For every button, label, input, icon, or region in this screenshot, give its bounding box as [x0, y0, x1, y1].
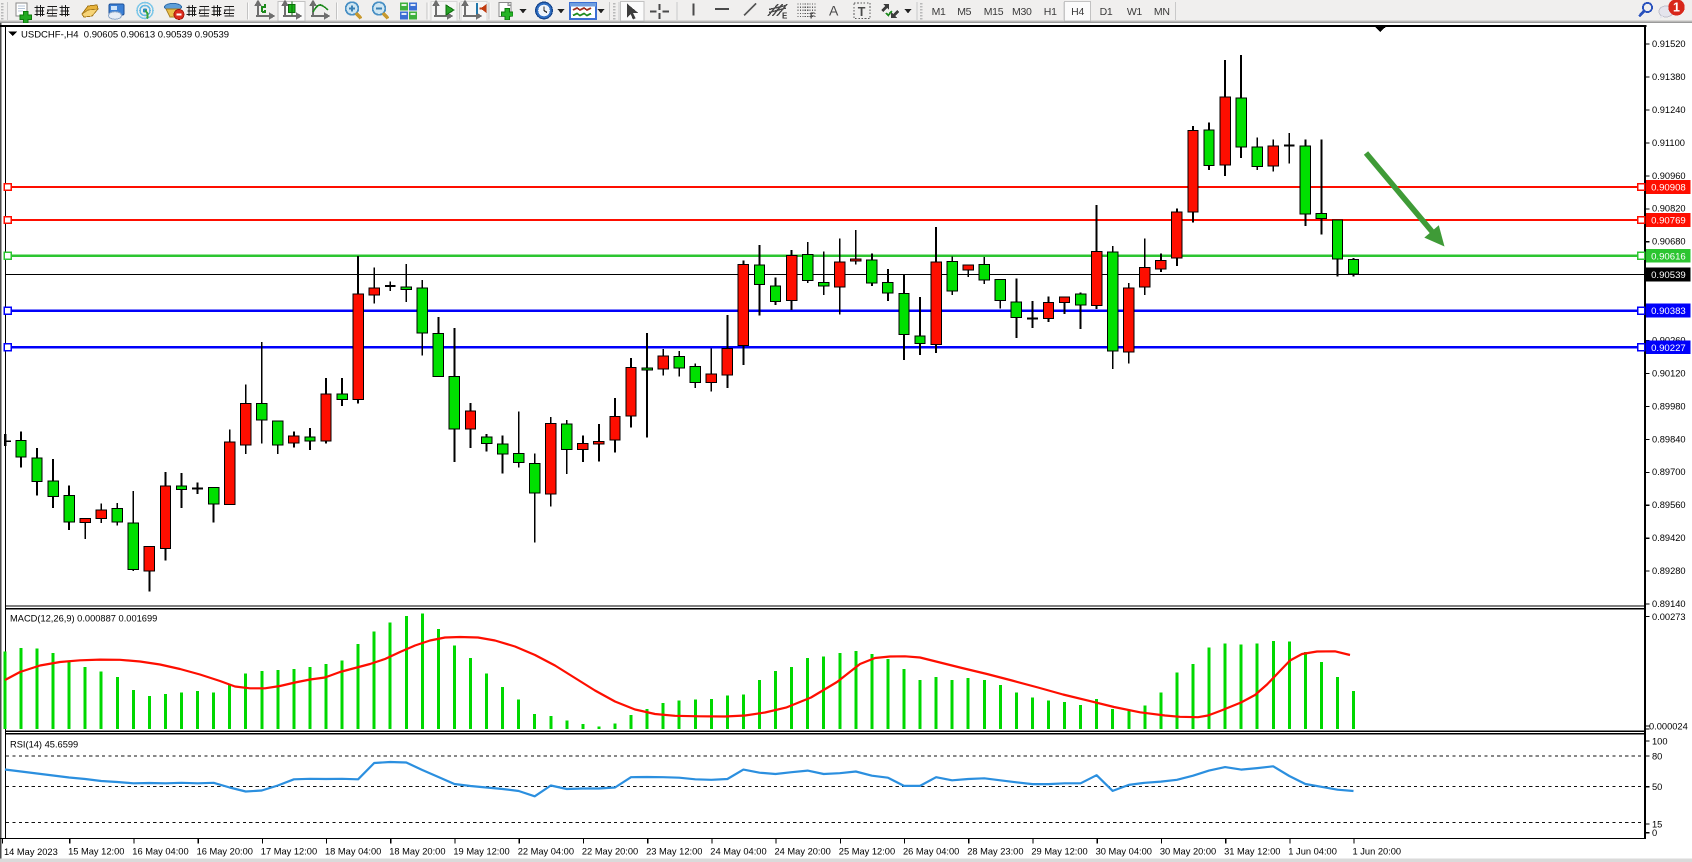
svg-text:22 May 20:00: 22 May 20:00 [582, 847, 638, 857]
svg-text:M15: M15 [984, 6, 1004, 18]
svg-text:0.90769: 0.90769 [1651, 216, 1686, 227]
svg-text:26 May 04:00: 26 May 04:00 [903, 847, 959, 857]
svg-text:W1: W1 [1127, 6, 1143, 18]
svg-text:1 Jun 20:00: 1 Jun 20:00 [1353, 847, 1402, 857]
svg-text:18 May 20:00: 18 May 20:00 [389, 847, 445, 857]
svg-text:80: 80 [1652, 751, 1662, 761]
svg-text:0.000024: 0.000024 [1649, 722, 1688, 732]
svg-text:0.89840: 0.89840 [1652, 434, 1686, 444]
svg-text:0.89560: 0.89560 [1652, 500, 1686, 510]
svg-text:17 May 12:00: 17 May 12:00 [261, 847, 317, 857]
svg-text:0.91520: 0.91520 [1652, 39, 1686, 49]
svg-text:25 May 12:00: 25 May 12:00 [839, 847, 895, 857]
svg-text:0.89980: 0.89980 [1652, 401, 1686, 411]
svg-text:0.00273: 0.00273 [1652, 612, 1686, 622]
svg-text:29 May 12:00: 29 May 12:00 [1031, 847, 1087, 857]
svg-text:30 May 04:00: 30 May 04:00 [1096, 847, 1152, 857]
svg-text:15 May 12:00: 15 May 12:00 [68, 847, 124, 857]
svg-text:M30: M30 [1012, 6, 1032, 18]
svg-text:0.89280: 0.89280 [1652, 566, 1686, 576]
svg-text:0: 0 [1652, 828, 1657, 838]
svg-text:0.89420: 0.89420 [1652, 533, 1686, 543]
svg-text:MN: MN [1154, 6, 1170, 18]
svg-text:0.90960: 0.90960 [1652, 171, 1686, 181]
svg-text:H4: H4 [1071, 6, 1084, 18]
svg-text:19 May 12:00: 19 May 12:00 [453, 847, 509, 857]
svg-text:0.90539: 0.90539 [1651, 270, 1686, 281]
svg-text:23 May 12:00: 23 May 12:00 [646, 847, 702, 857]
svg-text:0.91100: 0.91100 [1652, 138, 1685, 148]
svg-text:H1: H1 [1044, 6, 1057, 18]
svg-text:14 May 2023: 14 May 2023 [4, 847, 58, 857]
svg-text:0.91240: 0.91240 [1652, 105, 1686, 115]
svg-text:MACD(12,26,9) 0.000887 0.00169: MACD(12,26,9) 0.000887 0.001699 [10, 614, 157, 624]
svg-text:E: E [782, 12, 788, 21]
svg-text:D1: D1 [1100, 6, 1113, 18]
svg-text:0.89140: 0.89140 [1652, 599, 1686, 609]
svg-text:50: 50 [1652, 782, 1662, 792]
svg-text:0.89700: 0.89700 [1652, 467, 1686, 477]
svg-text:22 May 04:00: 22 May 04:00 [518, 847, 574, 857]
svg-text:16 May 04:00: 16 May 04:00 [132, 847, 188, 857]
svg-text:18 May 04:00: 18 May 04:00 [325, 847, 381, 857]
svg-text:F: F [810, 12, 815, 21]
svg-text:0.90908: 0.90908 [1651, 183, 1686, 194]
svg-text:0.90227: 0.90227 [1651, 343, 1686, 354]
svg-text:16 May 20:00: 16 May 20:00 [197, 847, 253, 857]
svg-text:USDCHF-,H4 0.90605 0.90613 0.: USDCHF-,H4 0.90605 0.90613 0.90539 0.905… [21, 30, 229, 41]
svg-text:24 May 20:00: 24 May 20:00 [775, 847, 831, 857]
svg-text:0.90616: 0.90616 [1651, 251, 1686, 262]
svg-text:0.90383: 0.90383 [1651, 306, 1686, 317]
svg-text:15: 15 [1652, 819, 1662, 829]
svg-text:0.90120: 0.90120 [1652, 368, 1686, 378]
svg-text:0.91380: 0.91380 [1652, 72, 1686, 82]
svg-text:28 May 23:00: 28 May 23:00 [967, 847, 1023, 857]
svg-text:0.90820: 0.90820 [1652, 204, 1686, 214]
svg-text:0.90680: 0.90680 [1652, 237, 1686, 247]
svg-text:31 May 12:00: 31 May 12:00 [1224, 847, 1280, 857]
svg-text:100: 100 [1652, 736, 1668, 746]
svg-text:A: A [829, 3, 839, 19]
svg-text:24 May 04:00: 24 May 04:00 [710, 847, 766, 857]
svg-text:30 May 20:00: 30 May 20:00 [1160, 847, 1216, 857]
svg-text:T: T [858, 5, 866, 19]
svg-text:1 Jun 04:00: 1 Jun 04:00 [1288, 847, 1337, 857]
svg-text:RSI(14) 45.6599: RSI(14) 45.6599 [10, 740, 78, 750]
svg-text:M5: M5 [957, 6, 971, 18]
svg-text:M1: M1 [932, 6, 946, 18]
svg-text:1: 1 [1673, 1, 1680, 15]
